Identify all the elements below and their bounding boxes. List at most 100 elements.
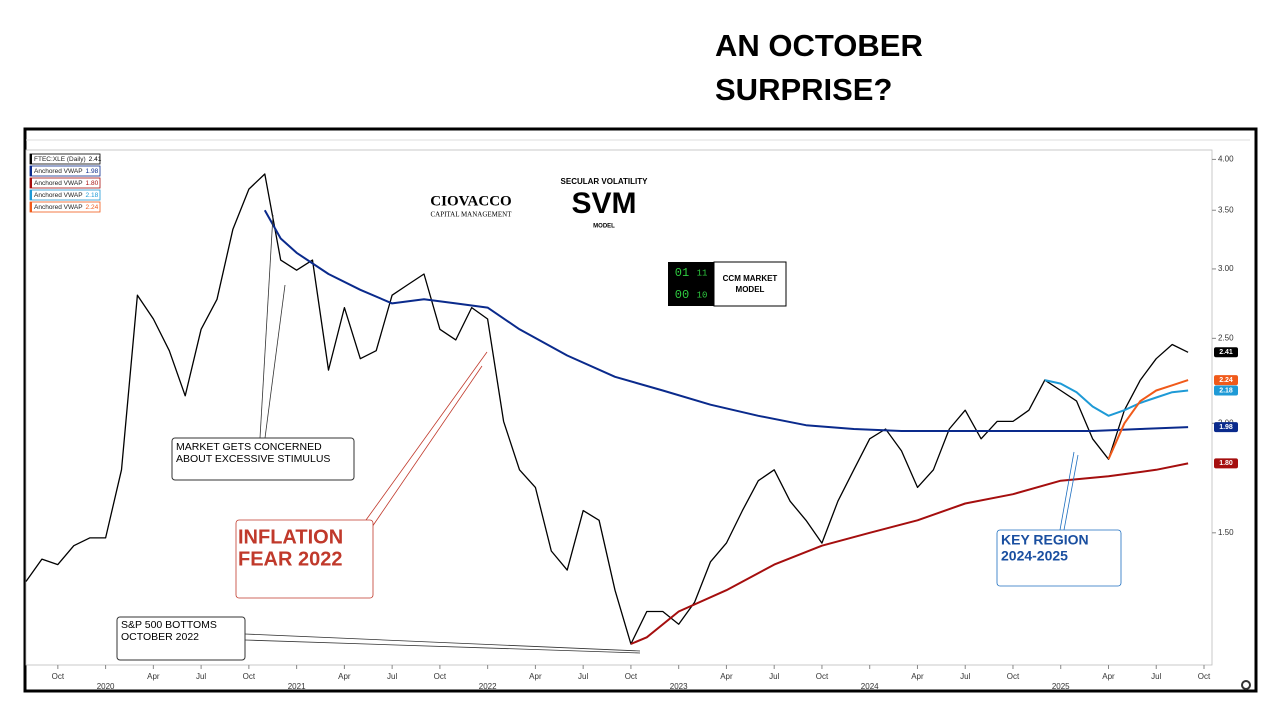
x-tick-label: Jul [1151,672,1161,681]
y-tick-label: 4.00 [1218,155,1234,164]
legend-value: 2.41 [89,156,102,163]
callout-text: MARKET GETS CONCERNED [176,441,322,453]
ccm-digit: 10 [697,290,708,300]
x-tick-label: Jul [578,672,588,681]
callout-text: FEAR 2022 [238,548,343,570]
x-tick-label: Oct [1198,672,1211,681]
x-tick-label: Apr [911,672,924,681]
settings-icon[interactable] [1241,680,1251,690]
ccm-digit: 01 [675,266,689,280]
x-tick-label: Oct [816,672,829,681]
plot: 1.502.002.503.003.504.00Oct2020AprJulOct… [25,153,1238,691]
callout-pointer [244,639,641,654]
y-tick-label: 3.50 [1218,205,1234,214]
callout-pointer [1063,454,1079,531]
ccm-dark-box [668,262,714,306]
callout-text: S&P 500 BOTTOMS [121,619,217,631]
x-tick-label: Oct [1007,672,1020,681]
legend-name: Anchored VWAP [34,180,83,187]
value-badge-label: 2.41 [1219,349,1233,356]
title-line: AN OCTOBER [715,28,923,63]
legend-name: FTEC:XLE (Daily) [34,156,86,163]
legend-value: 2.18 [86,192,99,199]
x-tick-label: 2023 [670,682,688,691]
y-tick-label: 2.50 [1218,333,1234,342]
x-tick-label: Oct [625,672,638,681]
value-badge [1214,422,1238,433]
title-line: SURPRISE? [715,72,892,107]
x-tick-label: Apr [1102,672,1115,681]
legend-entry: FTEC:XLE (Daily) 2.41 [34,156,102,163]
series-line [630,462,1189,645]
x-tick-label: 2022 [479,682,497,691]
callout-text: OCTOBER 2022 [121,631,199,643]
x-tick-label: Apr [338,672,351,681]
series-line [1107,379,1189,460]
x-tick-label: Jul [196,672,206,681]
value-badge [1214,458,1238,469]
x-tick-label: Jul [387,672,397,681]
logo-text: MODEL [593,224,615,230]
series-line [25,173,1189,645]
callout-pointer [371,365,483,528]
callout-pointer [365,351,488,521]
callout-pointer [259,214,274,439]
legend-name: Anchored VWAP [34,204,83,211]
logo-text: SECULAR VOLATILITY [561,177,649,186]
legend-entry: Anchored VWAP 2.18 [34,192,99,199]
legend-name: Anchored VWAP [34,168,83,175]
legend-value: 1.80 [86,180,99,187]
legend-value: 1.98 [86,168,99,175]
series-line [1044,379,1189,417]
callout-box [171,437,355,481]
x-tick-label: 2025 [1052,682,1070,691]
legend-swatch [30,154,32,164]
callout-box [996,529,1122,587]
x-tick-label: Apr [529,672,542,681]
logo-text: CCM MARKET [723,274,778,283]
callout-text: KEY REGION [1001,532,1089,548]
value-badge-label: 2.24 [1219,377,1233,384]
legend-entry: Anchored VWAP 1.98 [34,168,99,175]
value-badge [1214,375,1238,386]
callout-pointer [264,284,286,439]
legend-entry: Anchored VWAP 2.24 [34,204,99,211]
callout-pointer [1059,451,1075,531]
callout-text: INFLATION [238,526,343,548]
x-tick-label: Jul [960,672,970,681]
legend-swatch [30,190,32,200]
svm-box [553,172,655,234]
x-tick-label: Apr [147,672,160,681]
logo-text: CIOVACCO [430,193,511,209]
x-tick-label: Apr [720,672,733,681]
value-badge [1214,385,1238,396]
callout-pointer [244,633,641,652]
x-tick-label: 2021 [288,682,306,691]
ccm-digit: 00 [675,288,689,302]
logo-text: CAPITAL MANAGEMENT [430,211,512,219]
legend-swatch [30,166,32,176]
legend-swatch [30,178,32,188]
y-tick-label: 1.50 [1218,528,1234,537]
legend-value: 2.24 [86,204,99,211]
x-tick-label: Jul [769,672,779,681]
logo-text: MODEL [736,285,765,294]
series-line [263,209,1189,432]
y-tick-label: 3.00 [1218,264,1234,273]
value-badge [1214,347,1238,358]
callout-text: ABOUT EXCESSIVE STIMULUS [176,453,330,465]
ccm-box [713,261,787,307]
value-badge-label: 2.18 [1219,387,1233,394]
x-tick-label: Oct [243,672,256,681]
value-badge-label: 1.80 [1219,460,1233,467]
callout-box [235,519,374,599]
x-tick-label: Oct [52,672,65,681]
legend-entry: Anchored VWAP 1.80 [34,180,99,187]
legend-name: Anchored VWAP [34,192,83,199]
x-tick-label: 2024 [861,682,879,691]
value-badge-label: 1.98 [1219,424,1233,431]
x-tick-label: 2020 [97,682,115,691]
callout-text: 2024-2025 [1001,548,1068,564]
legend-swatch [30,202,32,212]
